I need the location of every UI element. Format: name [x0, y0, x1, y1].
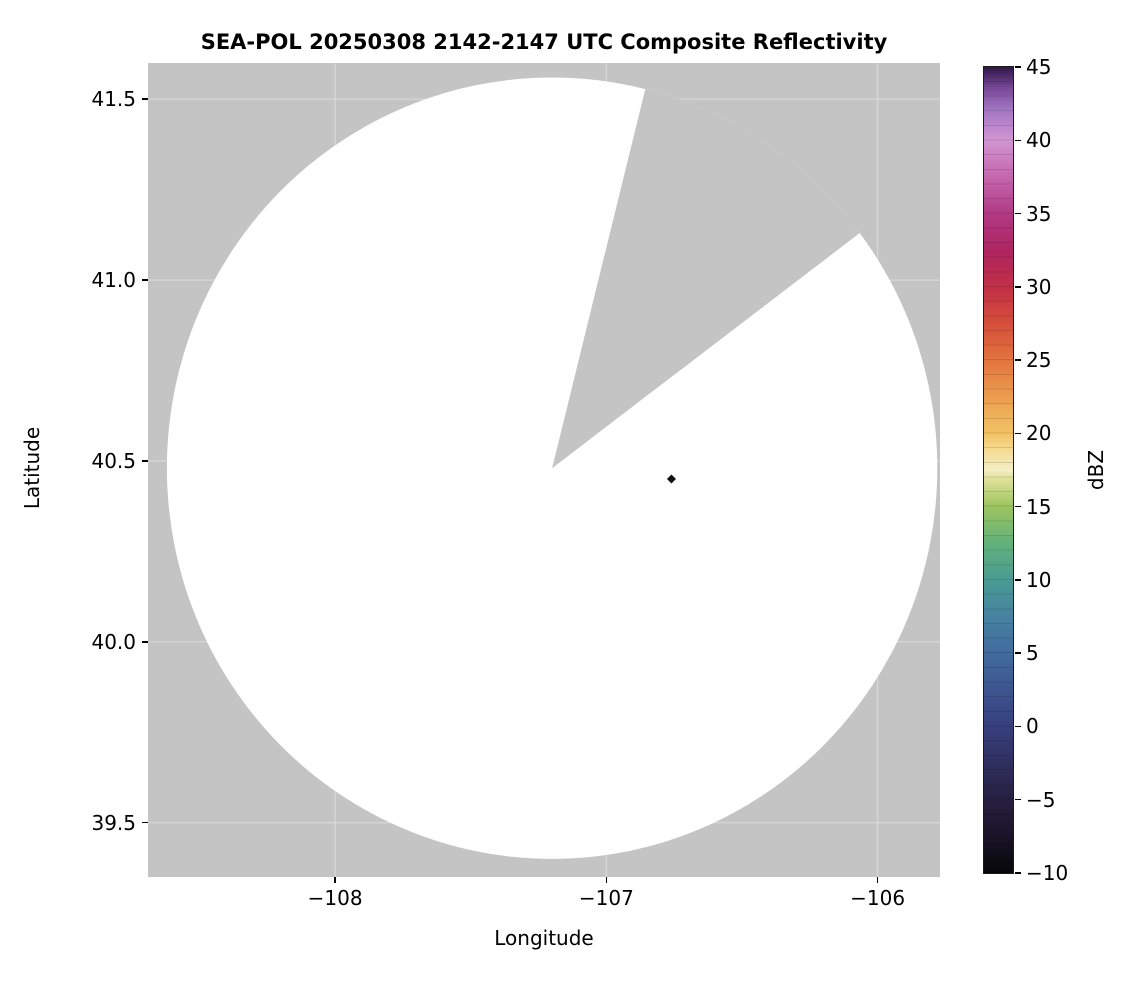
x-tick-mark — [876, 877, 879, 883]
colorbar-tick-label: 25 — [1026, 348, 1052, 373]
x-tick-label: −107 — [578, 886, 634, 910]
y-tick-mark — [142, 460, 148, 462]
y-tick-label: 40.0 — [91, 629, 136, 654]
colorbar-tick-label: −10 — [1026, 861, 1069, 885]
colorbar-tick-mark — [1015, 725, 1021, 728]
y-tick-mark — [142, 98, 148, 100]
y-tick-label: 39.5 — [91, 810, 136, 835]
y-axis-label: Latitude — [20, 426, 44, 510]
y-tick-mark — [142, 821, 148, 824]
x-tick-mark — [605, 877, 608, 883]
colorbar-tick-label: 0 — [1026, 714, 1039, 739]
colorbar — [983, 66, 1014, 874]
colorbar-tick-mark — [1015, 139, 1021, 142]
colorbar-tick-mark — [1015, 286, 1021, 288]
y-tick-label: 41.0 — [91, 268, 136, 293]
colorbar-tick-mark — [1015, 505, 1021, 508]
radar-echo — [666, 474, 676, 484]
y-tick-mark — [142, 279, 148, 281]
colorbar-tick-mark — [1015, 359, 1021, 361]
colorbar-tick-label: 15 — [1026, 494, 1052, 519]
x-axis-label: Longitude — [494, 926, 594, 950]
colorbar-tick-mark — [1015, 432, 1021, 435]
colorbar-tick-label: 5 — [1026, 641, 1039, 666]
colorbar-tick-mark — [1015, 212, 1021, 215]
y-tick-label: 40.5 — [91, 448, 136, 473]
chart-title: SEA-POL 20250308 2142-2147 UTC Composite… — [200, 30, 888, 54]
colorbar-gradient — [984, 67, 1013, 873]
colorbar-tick-mark — [1015, 66, 1021, 68]
colorbar-tick-mark — [1015, 652, 1021, 654]
colorbar-tick-label: 30 — [1026, 274, 1052, 299]
colorbar-tick-label: 45 — [1026, 55, 1052, 79]
colorbar-tick-label: 10 — [1026, 567, 1052, 592]
colorbar-tick-label: 40 — [1026, 128, 1052, 153]
colorbar-tick-mark — [1015, 579, 1021, 581]
radar-map-canvas — [148, 63, 940, 877]
x-tick-mark — [334, 877, 336, 883]
colorbar-tick-label: −5 — [1026, 787, 1056, 812]
colorbar-tick-mark — [1015, 798, 1021, 801]
colorbar-tick-label: 20 — [1026, 421, 1052, 446]
colorbar-tick-label: 35 — [1026, 201, 1052, 226]
y-tick-label: 41.5 — [91, 87, 136, 112]
colorbar-label: dBZ — [1084, 449, 1108, 491]
y-tick-mark — [142, 641, 148, 643]
colorbar-tick-mark — [1015, 872, 1021, 874]
missing-data-sector — [552, 89, 860, 469]
x-tick-label: −108 — [307, 886, 363, 910]
plot-area — [148, 63, 940, 877]
x-tick-label: −106 — [850, 886, 906, 910]
